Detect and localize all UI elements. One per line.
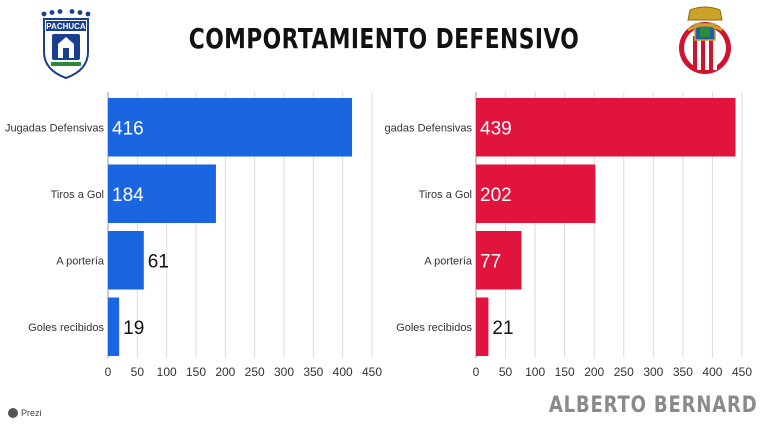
category-label: Tiros a Gol: [419, 189, 472, 201]
x-tick-label: 200: [584, 365, 604, 379]
x-tick-label: 350: [303, 365, 323, 379]
chivas-crest-icon: [679, 6, 731, 74]
data-label: 202: [480, 185, 512, 206]
category-label: Jugadas Defensivas: [5, 122, 105, 134]
category-label: Tiros a Gol: [51, 189, 104, 201]
bar: [108, 230, 144, 290]
data-label: 416: [112, 118, 144, 139]
data-label: 77: [480, 251, 501, 272]
category-label: Goles recibidos: [28, 322, 104, 334]
bar: [108, 297, 120, 357]
chivas-logo: [676, 6, 734, 78]
data-label: 184: [112, 185, 144, 206]
chivas-bar-chart: 0 50 100 150 200 250 300 350 400 450 Jugadas Defen…: [384, 92, 752, 379]
pachuca-logo: PACHUCA: [38, 8, 94, 80]
bar: [476, 230, 522, 290]
category-label: Goles recibidos: [396, 322, 472, 334]
prezi-label: Prezi: [21, 408, 42, 418]
x-tick-label: 100: [525, 365, 545, 379]
pachuca-logo-text: PACHUCA: [46, 22, 86, 31]
bar: [476, 297, 489, 357]
x-tick-label: 100: [157, 365, 177, 379]
x-tick-label: 0: [473, 365, 480, 379]
category-label: A portería: [56, 255, 105, 267]
bar: [476, 164, 596, 224]
x-tick-label: 300: [274, 365, 294, 379]
x-tick-label: 400: [333, 365, 353, 379]
data-label: 61: [148, 251, 169, 272]
data-label: 21: [492, 318, 513, 339]
bar: [108, 164, 216, 224]
x-tick-label: 150: [555, 365, 575, 379]
x-tick-label: 50: [499, 365, 513, 379]
x-tick-label: 200: [215, 365, 235, 379]
x-tick-label: 450: [732, 365, 752, 379]
category-label: Jugadas Defensivas: [384, 122, 472, 134]
pachuca-bar-chart: 0 50 100 150 200 250 300 350 400 450 Jugadas Defen…: [5, 92, 382, 379]
x-tick-label: 50: [131, 365, 145, 379]
category-label: A portería: [424, 255, 473, 267]
x-tick-label: 0: [105, 365, 112, 379]
pachuca-crest-icon: PACHUCA: [41, 9, 91, 80]
prezi-watermark: Prezi: [8, 408, 42, 418]
data-label: 19: [123, 318, 144, 339]
x-tick-label: 150: [186, 365, 206, 379]
x-tick-label: 300: [643, 365, 663, 379]
prezi-icon: [8, 408, 18, 418]
bar: [108, 97, 353, 157]
data-label: 439: [480, 118, 512, 139]
x-tick-label: 400: [702, 365, 722, 379]
x-tick-label: 250: [614, 365, 634, 379]
x-tick-label: 250: [245, 365, 265, 379]
author-credit: ALBERTO BERNARD: [549, 393, 758, 418]
chart-title: COMPORTAMIENTO DEFENSIVO: [188, 22, 580, 55]
x-tick-label: 450: [362, 365, 382, 379]
bar: [476, 97, 736, 157]
x-tick-label: 350: [673, 365, 693, 379]
